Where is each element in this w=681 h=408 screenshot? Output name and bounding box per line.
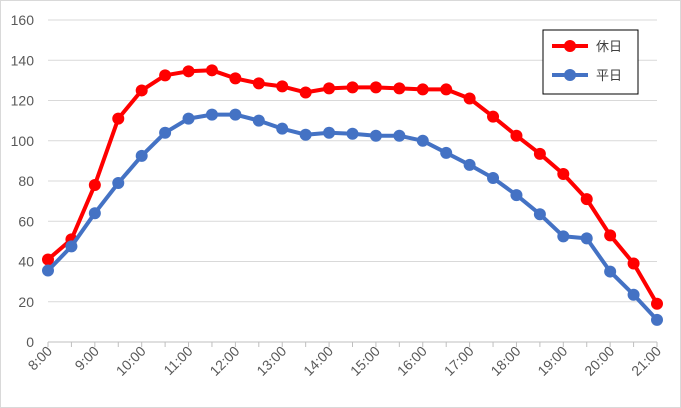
data-point-weekday <box>487 171 500 184</box>
series-layer <box>42 64 663 326</box>
gridlines <box>48 19 657 343</box>
data-point-weekday <box>88 207 101 220</box>
legend-entry-holiday: 休日 <box>552 40 622 55</box>
data-point-weekday <box>393 129 406 142</box>
data-point-holiday <box>533 147 546 160</box>
legend-marker-weekday <box>564 69 576 81</box>
data-point-holiday <box>276 80 289 93</box>
data-point-holiday <box>604 229 617 242</box>
data-point-holiday <box>112 112 125 125</box>
data-point-weekday <box>416 134 429 147</box>
data-point-weekday <box>557 230 570 243</box>
data-point-holiday <box>252 77 265 90</box>
data-point-holiday <box>440 83 453 96</box>
x-tick-label: 13:00 <box>253 343 289 379</box>
data-point-weekday <box>627 288 640 301</box>
x-tick-label: 20:00 <box>581 343 617 379</box>
x-axis-ticks <box>47 342 658 347</box>
x-tick-label: 17:00 <box>441 343 477 379</box>
data-point-weekday <box>533 208 546 221</box>
y-axis-labels: 0 20 40 60 80 100 120 140 160 <box>11 12 35 350</box>
legend: 休日 平日 <box>542 29 639 95</box>
data-point-holiday <box>557 167 570 180</box>
data-point-holiday <box>205 64 218 77</box>
y-tick-label: 40 <box>18 254 34 270</box>
data-point-holiday <box>463 92 476 105</box>
data-point-weekday <box>604 265 617 278</box>
data-point-weekday <box>299 128 312 141</box>
y-tick-label: 100 <box>11 133 35 149</box>
data-point-holiday <box>346 81 359 94</box>
data-point-holiday <box>580 193 593 206</box>
data-point-weekday <box>252 114 265 127</box>
x-tick-label: 14:00 <box>300 343 336 379</box>
x-tick-label: 16:00 <box>394 343 430 379</box>
data-point-weekday <box>346 127 359 140</box>
data-point-weekday <box>159 126 172 139</box>
data-point-holiday <box>229 72 242 85</box>
data-point-weekday <box>65 240 78 253</box>
data-point-holiday <box>510 129 523 142</box>
series-line-weekday <box>46 112 659 322</box>
data-point-weekday <box>182 112 195 125</box>
data-point-holiday <box>487 110 500 123</box>
y-tick-label: 20 <box>18 294 34 310</box>
y-tick-label: 120 <box>11 93 35 109</box>
data-point-holiday <box>299 86 312 99</box>
data-point-holiday <box>651 297 663 310</box>
data-point-weekday <box>276 122 289 135</box>
series-holiday <box>42 64 663 310</box>
data-point-holiday <box>135 84 148 97</box>
legend-label-weekday: 平日 <box>596 69 622 84</box>
data-point-weekday <box>463 158 476 171</box>
data-point-holiday <box>416 83 429 96</box>
data-point-holiday <box>42 253 54 266</box>
data-point-weekday <box>112 177 125 190</box>
y-tick-label: 0 <box>26 334 34 350</box>
y-tick-label: 60 <box>18 213 34 229</box>
data-point-weekday <box>229 108 242 121</box>
series-line-holiday <box>46 68 659 305</box>
data-point-holiday <box>393 82 406 95</box>
data-point-weekday <box>135 149 148 162</box>
data-point-weekday <box>205 108 218 121</box>
data-point-holiday <box>369 81 382 94</box>
legend-entry-weekday: 平日 <box>552 69 622 84</box>
x-tick-label: 12:00 <box>206 343 242 379</box>
data-point-weekday <box>323 126 336 139</box>
data-point-weekday <box>369 129 382 142</box>
x-tick-label: 21:00 <box>628 343 664 379</box>
legend-box <box>542 29 639 95</box>
data-point-weekday <box>651 313 663 326</box>
data-point-holiday <box>323 82 336 95</box>
y-tick-label: 160 <box>11 12 35 28</box>
data-point-weekday <box>42 264 54 277</box>
legend-marker-holiday <box>564 40 576 52</box>
legend-label-holiday: 休日 <box>596 40 622 55</box>
x-tick-label: 10:00 <box>113 343 149 379</box>
x-tick-label: 19:00 <box>534 343 570 379</box>
y-tick-label: 80 <box>18 173 34 189</box>
y-tick-label: 140 <box>11 52 35 68</box>
x-tick-label: 15:00 <box>347 343 383 379</box>
x-tick-label: 11:00 <box>160 343 196 379</box>
x-tick-label: 9:00 <box>71 343 102 374</box>
series-weekday <box>42 108 663 326</box>
data-point-holiday <box>182 65 195 78</box>
x-axis-labels: 8:00 9:00 10:00 11:00 12:00 13:00 14:00 15:00 16… <box>25 343 665 379</box>
x-tick-label: 18:00 <box>487 343 523 379</box>
data-point-holiday <box>88 179 101 192</box>
data-point-weekday <box>440 146 453 159</box>
data-point-weekday <box>510 189 523 202</box>
data-point-holiday <box>627 257 640 270</box>
data-point-holiday <box>159 69 172 82</box>
data-point-weekday <box>580 232 593 245</box>
